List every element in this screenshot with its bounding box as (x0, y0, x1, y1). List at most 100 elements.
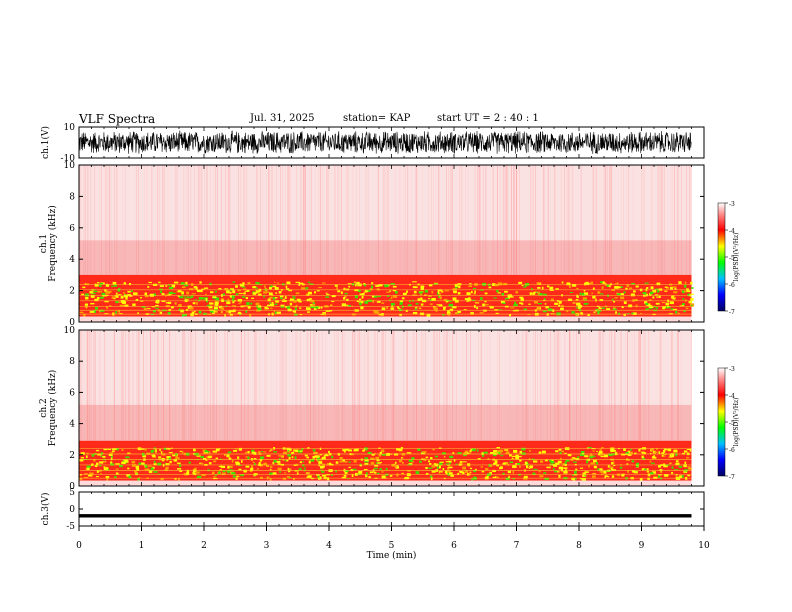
spec2-speckle (513, 449, 518, 453)
spec2-speckle (343, 474, 347, 477)
spec2-speckle (573, 461, 577, 463)
spec2-speckle (286, 459, 289, 462)
spec2-speckle (576, 456, 580, 458)
spec2-speckle (452, 452, 455, 455)
spec2-speckle (544, 477, 549, 480)
spec1-speckle (186, 291, 190, 295)
x-tick-label: 5 (389, 541, 395, 551)
spec1-speckle (343, 287, 346, 291)
spec1-speckle (210, 291, 214, 294)
spec1-speckle (390, 307, 395, 310)
spec1-speckle (483, 309, 487, 312)
spec1-speckle (274, 311, 277, 315)
spec1-speckle (373, 295, 378, 298)
spec1-speckle (245, 297, 248, 300)
spec2-speckle (571, 457, 576, 460)
spec2-speckle (270, 449, 273, 451)
spec1-speckle (482, 284, 485, 287)
spec1-speckle (567, 298, 573, 301)
x-tick-label: 7 (514, 541, 520, 551)
spec2-speckle (523, 475, 528, 479)
spec2-speckle (174, 477, 177, 480)
spec2-speckle (286, 475, 290, 478)
spec1-speckle (454, 283, 458, 287)
spec2-speckle (240, 474, 245, 477)
spec2-speckle (512, 465, 517, 468)
spec2-speckle (673, 449, 678, 453)
spec2-speckle (499, 449, 504, 453)
spec1-speckle (232, 281, 236, 283)
spec1-speckle (614, 283, 619, 285)
spec1-speckle (289, 302, 293, 306)
spec1-speckle (96, 282, 100, 284)
spec2-speckle (168, 457, 172, 460)
spec2-speckle (345, 469, 349, 473)
spec1-speckle (255, 282, 260, 285)
spec1-speckle (137, 312, 139, 315)
spec2-speckle (564, 461, 567, 464)
spec2-speckle (121, 448, 124, 452)
spec2-speckle (616, 473, 621, 477)
spec2-speckle (532, 460, 538, 463)
spec1-speckle (661, 301, 666, 304)
spec1-speckle (585, 282, 590, 286)
spec1-speckle (595, 298, 597, 302)
spec1-speckle (81, 293, 84, 295)
spec2-speckle (155, 451, 157, 454)
spec2-speckle (604, 475, 608, 477)
spec1-speckle (111, 296, 117, 299)
spec1-speckle (184, 284, 189, 287)
spec1-speckle (476, 306, 479, 310)
spec2-speckle (316, 474, 320, 476)
spec2-speckle (192, 469, 197, 473)
spec2-speckle (110, 461, 113, 464)
spec2-speckle (236, 475, 240, 477)
spec1-speckle (305, 287, 309, 289)
spec1-speckle (373, 310, 378, 313)
spec1-speckle (307, 308, 311, 311)
spec2-speckle (253, 458, 257, 460)
spec1-speckle (518, 281, 523, 284)
spec1-speckle (626, 284, 630, 287)
spec2-speckle (195, 471, 200, 474)
spec1-speckle (635, 304, 638, 308)
spec2-speckle (226, 454, 230, 458)
spec1-dc-strip (79, 316, 692, 322)
spec1-speckle (656, 306, 659, 309)
spec1-speckle (258, 288, 262, 292)
spec2-speckle (438, 465, 441, 469)
spec2-speckle (208, 451, 211, 454)
spec2-speckle (86, 465, 92, 468)
spec2-speckle (662, 455, 666, 457)
spec2-speckle (687, 474, 691, 477)
spec1-speckle (658, 295, 661, 298)
spec2-speckle (526, 465, 528, 469)
spec2-speckle (633, 471, 638, 474)
spec1-speckle (144, 295, 149, 298)
spec2-speckle (269, 468, 272, 471)
spec1-cbar-tick-label: -6 (729, 282, 735, 289)
spec1-speckle (504, 297, 509, 300)
spec2-speckle (287, 453, 292, 457)
spec1-speckle (632, 299, 637, 301)
spec1-speckle (276, 311, 281, 314)
spec1-speckle (616, 282, 619, 284)
spec1-speckle (266, 304, 271, 307)
spec2-speckle (169, 460, 172, 464)
spec2-speckle (646, 471, 650, 473)
spec2-speckle (110, 457, 113, 461)
spec1-speckle (448, 303, 454, 307)
spec2-speckle (294, 470, 299, 472)
spec2-speckle (153, 460, 156, 463)
spec2-speckle (80, 457, 84, 459)
x-tick-label: 3 (264, 541, 270, 551)
spec1-speckle (558, 302, 561, 305)
spec2-speckle (584, 474, 587, 477)
spec1-speckle (647, 303, 651, 307)
spec2-speckle (509, 461, 514, 464)
spec1-speckle (682, 298, 685, 300)
spec2-speckle (110, 463, 115, 466)
spec2-speckle (639, 477, 643, 481)
spec2-speckle (364, 463, 369, 465)
spec1-speckle (444, 290, 449, 292)
